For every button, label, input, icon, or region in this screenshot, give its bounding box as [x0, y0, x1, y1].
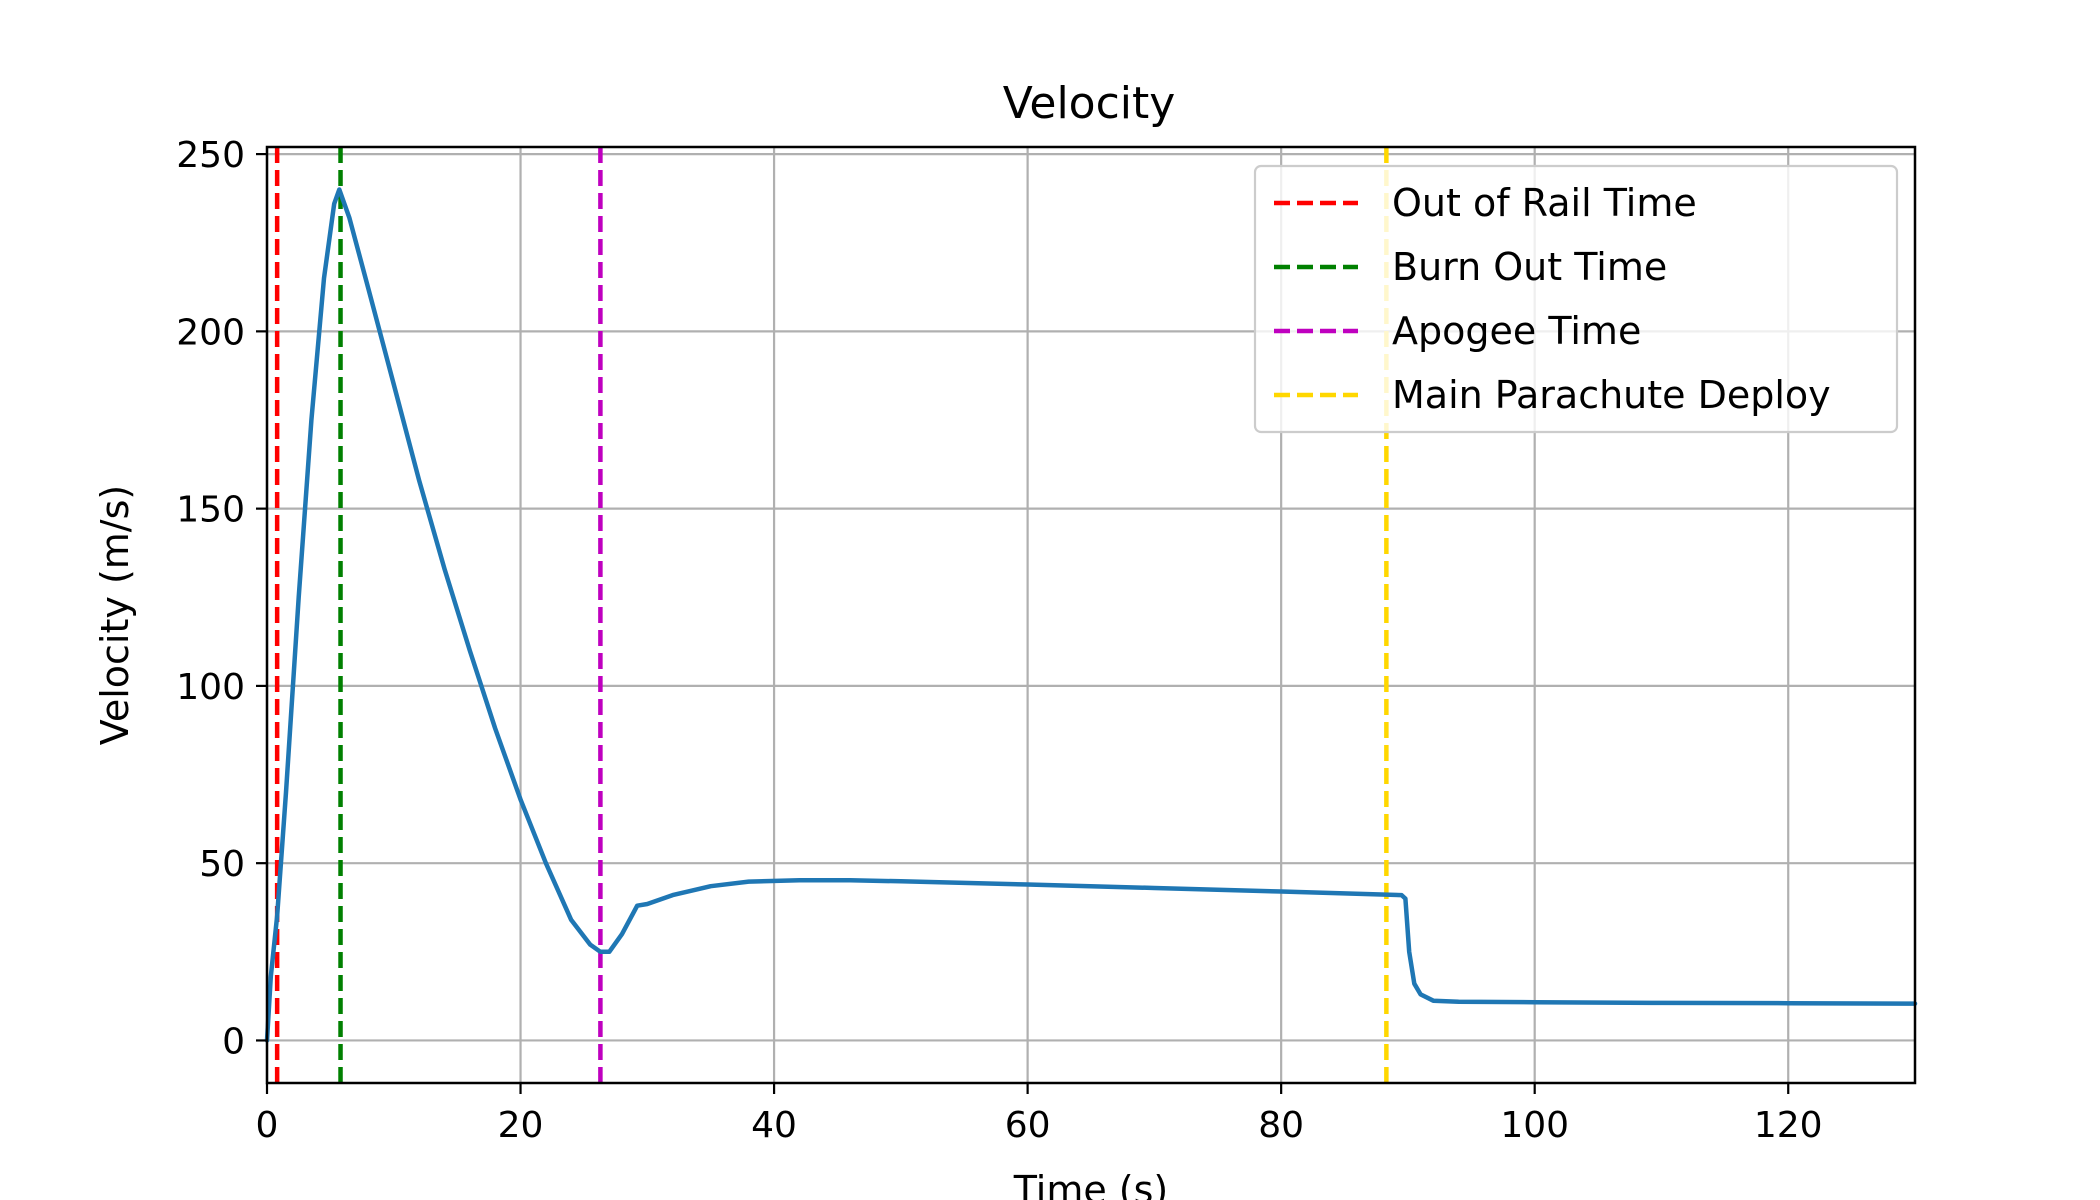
y-tick-label: 150 [176, 490, 245, 531]
y-axis-ticks: 0 50 100 150 200 250 [176, 135, 267, 1062]
x-tick-label: 0 [256, 1105, 279, 1146]
x-axis-label: Time (s) [1013, 1168, 1169, 1200]
x-axis-ticks: 0 20 40 60 80 100 120 [256, 1083, 1823, 1146]
legend-label: Burn Out Time [1392, 245, 1667, 289]
y-tick-label: 0 [222, 1021, 245, 1062]
x-tick-label: 20 [498, 1105, 544, 1146]
legend-label: Apogee Time [1392, 309, 1641, 353]
y-tick-label: 200 [176, 312, 245, 353]
y-tick-label: 100 [176, 667, 245, 708]
legend-label: Out of Rail Time [1392, 181, 1697, 225]
event-lines [274, 147, 1389, 1083]
x-tick-label: 120 [1754, 1105, 1823, 1146]
velocity-series-line [264, 187, 1918, 1043]
legend-label: Main Parachute Deploy [1392, 373, 1831, 417]
y-tick-label: 250 [176, 135, 245, 176]
legend-box [1253, 164, 1899, 434]
legend: Out of Rail Time Burn Out Time Apogee Time… [1253, 164, 1899, 434]
x-tick-label: 80 [1258, 1105, 1304, 1146]
y-axis-label: Velocity (m/s) [93, 485, 137, 745]
chart-title: Velocity [1003, 78, 1176, 129]
y-tick-label: 50 [199, 844, 245, 885]
grid [265, 147, 1915, 1083]
x-tick-label: 60 [1005, 1105, 1051, 1146]
plot-frame [265, 145, 1917, 1085]
x-tick-label: 100 [1500, 1105, 1569, 1146]
series-layer [264, 187, 1918, 1043]
x-tick-label: 40 [751, 1105, 797, 1146]
